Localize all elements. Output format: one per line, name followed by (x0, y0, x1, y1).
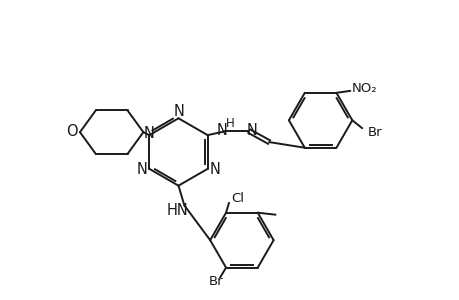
Text: N: N (174, 104, 185, 119)
Text: HN: HN (166, 203, 188, 218)
Text: H: H (225, 117, 234, 130)
Text: Cl: Cl (230, 192, 243, 205)
Text: NO₂: NO₂ (351, 82, 376, 95)
Text: N: N (144, 126, 154, 141)
Text: N: N (137, 162, 147, 177)
Text: O: O (66, 124, 78, 139)
Text: Br: Br (367, 126, 382, 139)
Text: N: N (217, 123, 228, 138)
Text: N: N (209, 162, 219, 177)
Text: N: N (246, 123, 257, 138)
Text: Br: Br (208, 275, 223, 288)
